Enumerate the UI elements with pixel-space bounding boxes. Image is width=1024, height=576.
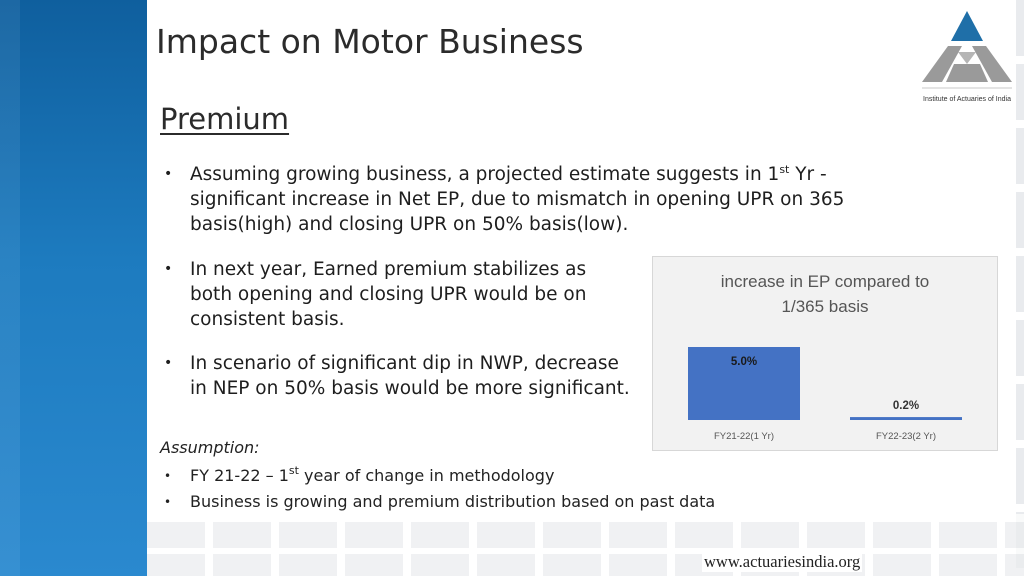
bullet-dot-icon: • (164, 166, 173, 182)
bullet-dot-icon: • (164, 495, 172, 509)
right-decorative-strip (1016, 0, 1024, 576)
bullet-dot-icon: • (164, 261, 173, 277)
chart-category-label: FY21-22(1 Yr) (714, 431, 774, 442)
bullet-text: In next year, Earned premium stabilizes … (190, 259, 587, 330)
logo-caption: Institute of Actuaries of India (923, 96, 1011, 103)
assumption-item: • FY 21-22 – 1st year of change in metho… (160, 463, 760, 489)
assumption-text-cont: year of change in methodology (298, 466, 555, 485)
bullet-item: • Assuming growing business, a projected… (160, 162, 860, 237)
slide-title: Impact on Motor Business (156, 22, 584, 61)
chart-data-label: 0.2% (893, 400, 919, 412)
bullet-dot-icon: • (164, 355, 173, 371)
bullet-text: Assuming growing business, a projected e… (190, 164, 780, 185)
chart-data-label: 5.0% (731, 356, 757, 368)
chart-title-line: 1/365 basis (782, 297, 869, 316)
chart-bar (850, 417, 962, 420)
bullet-item: • In next year, Earned premium stabilize… (160, 257, 630, 332)
chart-category-label: FY22-23(2 Yr) (876, 431, 936, 442)
assumption-superscript: st (288, 464, 299, 477)
bullet-list-2: • In next year, Earned premium stabilize… (160, 257, 630, 346)
left-decorative-band (0, 0, 147, 576)
chart-title-line: increase in EP compared to (721, 272, 930, 291)
bullet-dot-icon: • (164, 469, 172, 483)
ep-increase-chart: increase in EP compared to 1/365 basis 5.0… (652, 256, 998, 451)
assumption-list: • FY 21-22 – 1st year of change in metho… (160, 463, 760, 515)
bullet-list-1: • Assuming growing business, a projected… (160, 162, 860, 251)
bullet-list-3: • In scenario of significant dip in NWP,… (160, 351, 640, 415)
chart-canvas: increase in EP compared to 1/365 basis 5.0… (688, 272, 962, 442)
bottom-decorative-tiles (147, 514, 1024, 576)
assumption-text: Business is growing and premium distribu… (190, 492, 716, 511)
section-heading: Premium (160, 102, 290, 136)
bullet-item: • In scenario of significant dip in NWP,… (160, 351, 640, 401)
logo-emblem-icon (922, 11, 1012, 89)
bullet-superscript: st (779, 163, 790, 176)
footer-website-link[interactable]: www.actuariesindia.org (702, 552, 863, 572)
chart-bar (688, 347, 800, 420)
bullet-text-cont: Yr - significant increase in Net EP, due… (190, 164, 845, 235)
bullet-text: In scenario of significant dip in NWP, d… (190, 353, 630, 399)
assumption-label: Assumption: (160, 438, 260, 457)
assumption-item: • Business is growing and premium distri… (160, 489, 760, 515)
institute-logo: Institute of Actuaries of India (918, 8, 1016, 110)
assumption-text: FY 21-22 – 1 (190, 466, 289, 485)
